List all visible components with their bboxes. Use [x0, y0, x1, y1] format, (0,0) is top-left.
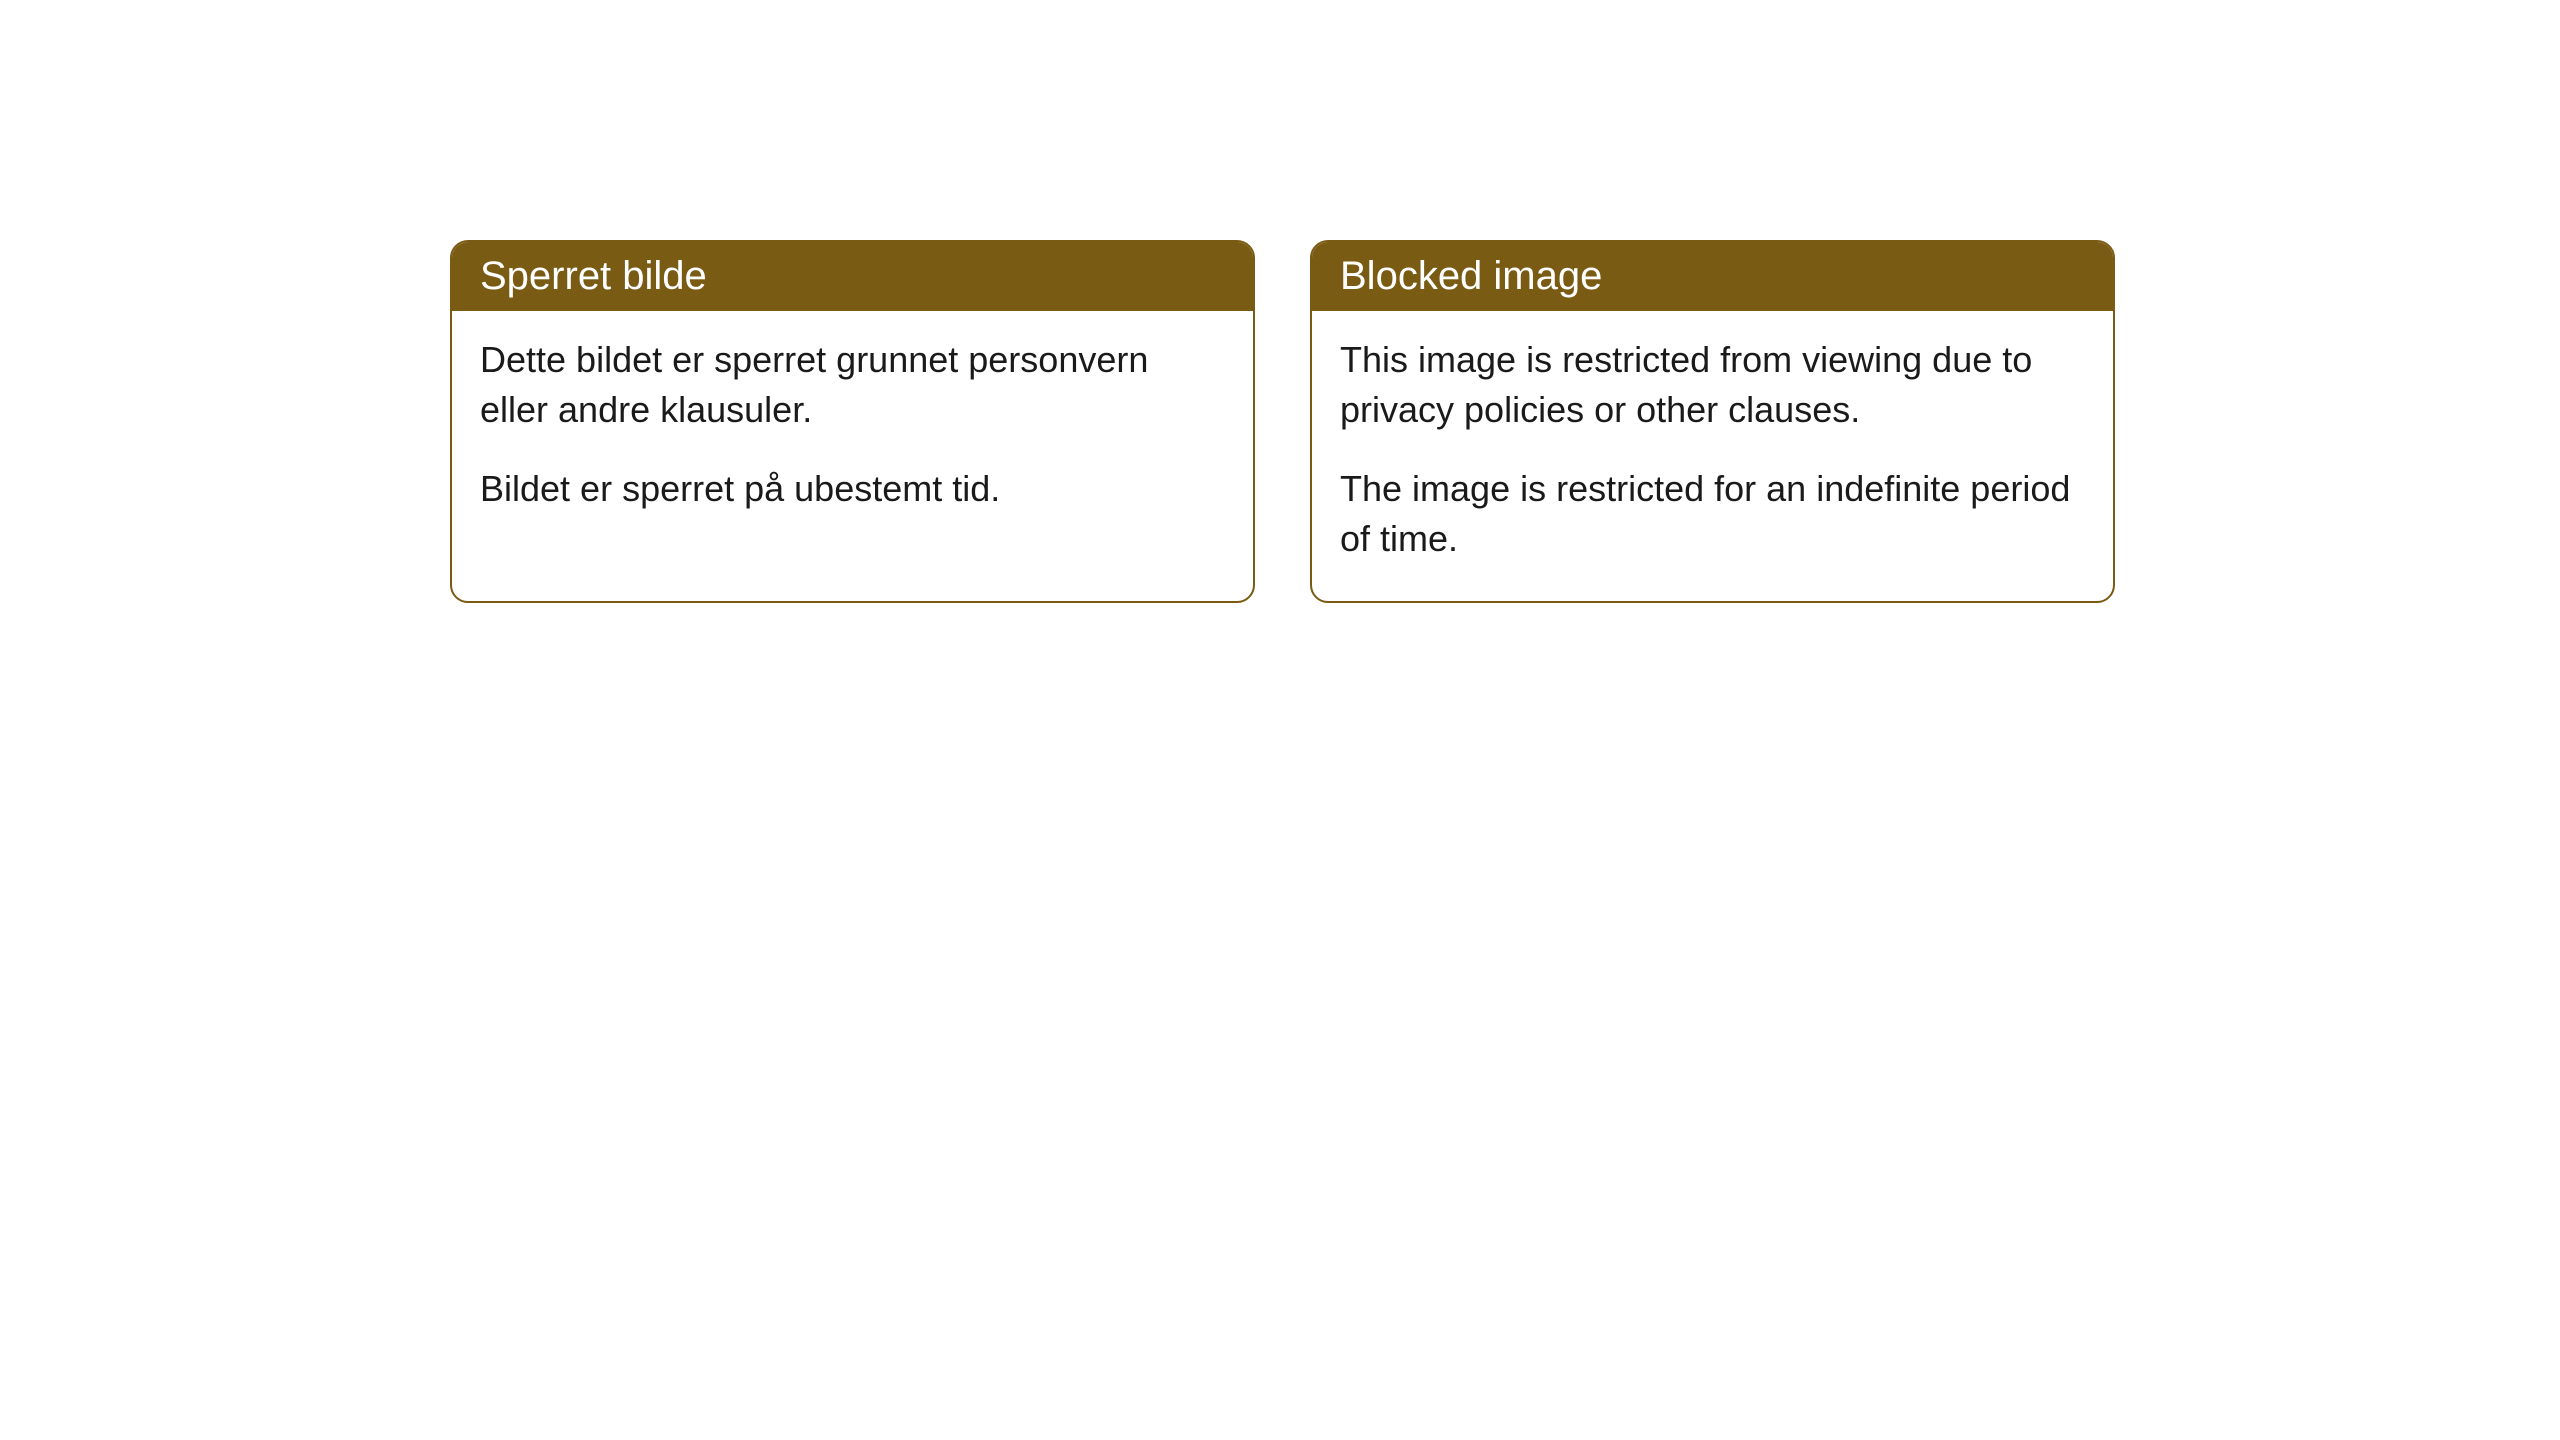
card-paragraph-2-en: The image is restricted for an indefinit…: [1340, 464, 2085, 565]
notice-cards-container: Sperret bilde Dette bildet er sperret gr…: [450, 240, 2115, 603]
blocked-image-card-no: Sperret bilde Dette bildet er sperret gr…: [450, 240, 1255, 603]
card-header-en: Blocked image: [1312, 242, 2113, 311]
card-title-en: Blocked image: [1340, 254, 1602, 298]
card-paragraph-1-en: This image is restricted from viewing du…: [1340, 335, 2085, 436]
card-paragraph-2-no: Bildet er sperret på ubestemt tid.: [480, 464, 1225, 514]
card-paragraph-1-no: Dette bildet er sperret grunnet personve…: [480, 335, 1225, 436]
card-header-no: Sperret bilde: [452, 242, 1253, 311]
card-body-no: Dette bildet er sperret grunnet personve…: [452, 311, 1253, 550]
card-title-no: Sperret bilde: [480, 254, 707, 298]
card-body-en: This image is restricted from viewing du…: [1312, 311, 2113, 601]
blocked-image-card-en: Blocked image This image is restricted f…: [1310, 240, 2115, 603]
